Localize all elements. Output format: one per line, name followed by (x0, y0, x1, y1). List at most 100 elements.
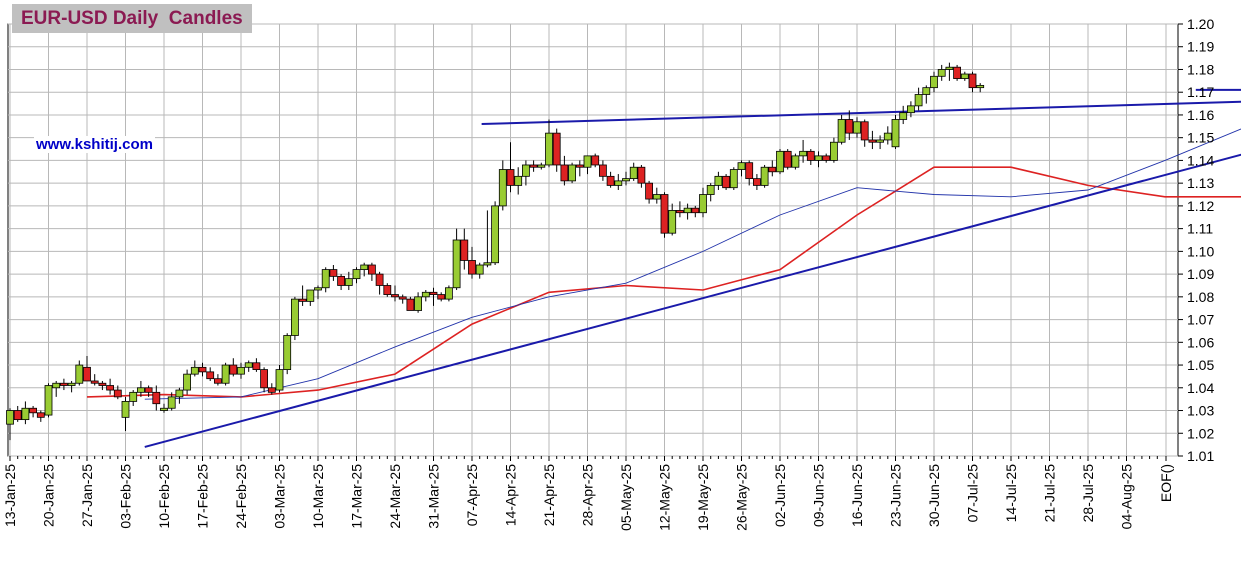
candle-body (545, 132, 553, 166)
candle (344, 271, 353, 291)
candle-body (907, 105, 915, 114)
candle-body (660, 194, 669, 234)
candle (729, 167, 738, 190)
candle-body (575, 164, 584, 168)
watermark-text: www.kshitij.com (34, 136, 155, 153)
candle-body (552, 132, 561, 166)
candle (21, 401, 30, 425)
x-axis: 13-Jan-25 20-Jan-25 27-Jan-25 03-Feb-25 10-F… (2, 456, 1174, 531)
candle (283, 333, 292, 375)
x-tick-label: 10-Mar-25 (310, 464, 326, 529)
candle (206, 367, 215, 381)
x-tick-label: 27-Jan-25 (79, 464, 95, 527)
candle-body (160, 407, 168, 411)
y-tick-label: 1.18 (1187, 61, 1214, 77)
candle-body (652, 194, 661, 200)
candle (922, 85, 931, 104)
candle (67, 380, 76, 393)
x-tick-label: 14-Apr-25 (503, 464, 519, 526)
candle (90, 374, 99, 386)
candle-body (44, 385, 53, 416)
candle (937, 64, 946, 81)
x-tick-label: 20-Jan-25 (41, 464, 57, 527)
candle-body (121, 401, 130, 418)
x-tick-label: EOF() (1158, 464, 1174, 502)
moving-average-line (144, 128, 1241, 400)
candle-body (13, 410, 22, 421)
y-tick-label: 1.19 (1187, 39, 1214, 55)
candle (144, 385, 153, 397)
candle-body (976, 84, 985, 89)
candle (383, 283, 392, 297)
candle-body (783, 150, 792, 168)
x-tick-label: 03-Mar-25 (272, 464, 288, 529)
candle-body (753, 178, 761, 186)
candle (876, 135, 884, 150)
candle (429, 287, 438, 306)
candle (452, 228, 461, 291)
candle-body (676, 210, 684, 214)
y-tick-label: 1.16 (1187, 107, 1214, 123)
y-tick-label: 1.08 (1187, 289, 1214, 305)
y-tick-label: 1.10 (1187, 243, 1214, 259)
candle (360, 262, 369, 277)
candle (75, 360, 84, 386)
candle (745, 160, 754, 186)
candle-body (637, 166, 646, 184)
candle (83, 355, 91, 382)
candle (776, 149, 784, 175)
candle-body (290, 298, 299, 336)
candle-body (468, 260, 476, 275)
candle-body (953, 66, 961, 79)
candle-body (352, 269, 361, 280)
candle-body (190, 366, 199, 375)
candle-body (560, 164, 569, 182)
candle-body (883, 132, 892, 141)
candle-body (491, 205, 500, 264)
candle-body (745, 162, 754, 180)
candle-body (275, 369, 284, 391)
x-tick-label: 05-May-25 (618, 464, 634, 531)
candle-body (899, 112, 908, 120)
candle (13, 405, 22, 422)
x-tick-label: 13-Jan-25 (2, 464, 18, 527)
x-tick-label: 17-Mar-25 (349, 464, 365, 529)
candle-body (67, 382, 76, 386)
candle (190, 360, 199, 377)
candle-body (213, 378, 222, 384)
candle-body (283, 335, 292, 371)
y-tick-label: 1.07 (1187, 312, 1214, 328)
candle (860, 119, 869, 147)
candle (44, 383, 53, 418)
candle-body (806, 150, 815, 161)
y-tick-label: 1.04 (1187, 380, 1214, 396)
candle-body (814, 155, 823, 161)
candle (953, 64, 961, 81)
candle-body (668, 210, 677, 234)
candle-body (367, 264, 376, 275)
candle-body (298, 298, 307, 302)
candle-body (206, 371, 215, 380)
candle (468, 246, 476, 279)
candle (29, 405, 38, 418)
y-tick-label: 1.17 (1187, 84, 1214, 100)
candle (267, 383, 276, 395)
x-tick-label: 24-Feb-25 (233, 464, 249, 529)
candle-body (968, 73, 977, 89)
candle (244, 360, 253, 372)
candle-body (691, 207, 700, 214)
candle (575, 160, 584, 177)
x-tick-label: 10-Feb-25 (156, 464, 172, 529)
candle (660, 192, 669, 238)
x-tick-label: 31-Mar-25 (426, 464, 442, 529)
candle (6, 408, 14, 441)
candle (106, 378, 114, 395)
candle-body (853, 121, 861, 134)
candle (221, 362, 230, 386)
candle (714, 171, 723, 190)
candle-body (90, 380, 99, 384)
x-tick-label: 28-Jul-25 (1080, 464, 1096, 523)
y-tick-label: 1.15 (1187, 130, 1214, 146)
candle-body (891, 119, 900, 148)
candle-body (629, 166, 638, 180)
